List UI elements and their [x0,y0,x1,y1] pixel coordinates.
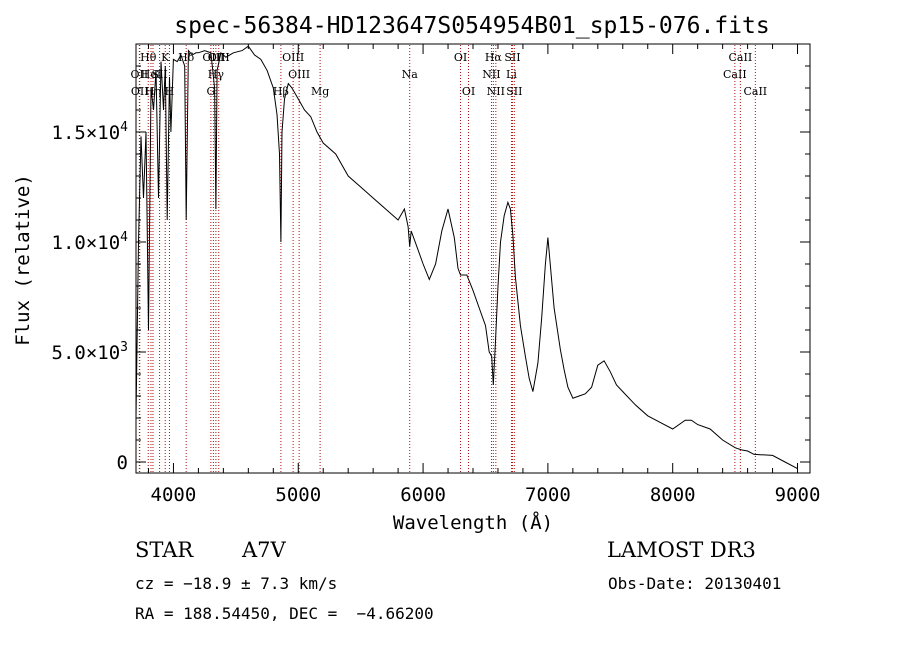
line-label: OIII [282,51,304,64]
observation-date: Obs-Date: 20130401 [608,574,782,593]
coordinates: RA = 188.54450, DEC = −4.66200 [135,604,434,623]
y-tick-label: 0 [117,452,128,474]
line-label: Hη [145,85,161,98]
plot-frame [135,43,811,474]
line-label: OI [454,51,467,64]
x-tick-label: 7000 [525,484,571,506]
line-label: K [161,51,170,64]
line-label: CaII [729,51,753,64]
line-label: Hγ [208,68,225,81]
y-axis-label: Flux (relative) [12,174,34,346]
x-tick-label: 5000 [275,484,321,506]
x-tick-label: 8000 [650,484,696,506]
line-label: NII [482,68,500,81]
y-tick-label: 5.0×103 [52,340,128,364]
line-label: Hθ [140,51,157,64]
line-label: Hα [485,51,503,64]
line-label: CaII [743,85,767,98]
line-label: Mg [311,85,329,98]
y-tick-label: 1.0×104 [52,230,129,254]
chart-title: spec-56384-HD123647S054954B01_sp15-076.f… [174,13,769,39]
line-label: G [206,85,215,98]
redshift-velocity: cz = −18.9 ± 7.3 km/s [135,574,338,593]
y-tick-label: 1.5×104 [52,120,129,144]
line-label: OIII [288,68,310,81]
line-label: Hβ [273,85,289,98]
line-label: SII [506,85,522,98]
line-markers [138,45,756,472]
line-label: OII [131,85,149,98]
line-label: OII [131,68,149,81]
x-tick-label: 6000 [400,484,446,506]
line-label: Hδ [178,51,195,64]
y-axis: 0 5.0×103 1.0×104 1.5×104 [52,65,810,474]
survey-name: LAMOST DR3 [607,538,756,562]
line-label: NII [487,85,505,98]
object-type: STAR [135,538,194,562]
line-label: SII [504,51,520,64]
line-label: OI [462,85,475,98]
x-axis-label: Wavelength (Å) [393,511,553,534]
spectral-class: A7V [242,538,286,562]
line-label: Na [402,68,419,81]
x-axis: 4000 5000 6000 7000 8000 9000 [147,44,821,506]
x-tick-label: 9000 [775,484,821,506]
line-label: Li [506,68,517,81]
line-label: OIII [208,51,230,64]
line-label: CaII [723,68,747,81]
spectrum-series-flux [135,45,798,470]
x-tick-label: 4000 [151,484,197,506]
